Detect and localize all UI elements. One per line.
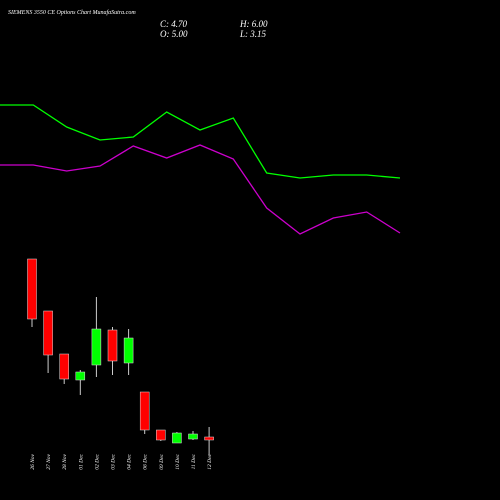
x-tick-label: 06 Dec [143,453,149,469]
indicator-line [0,144,401,235]
x-tick-label: 12 Dec [207,453,213,469]
candle-body [123,337,134,364]
chart-title: SIEMENS 3550 CE Options Chart MunafaSutr… [8,9,136,16]
close-label: C: 4.70 [160,19,188,29]
x-tick-label: 27 Nov [46,453,52,469]
candle-body [172,432,182,444]
indicator-line [0,104,401,179]
x-tick-label: 10 Dec [175,453,181,469]
candle-body [27,258,37,320]
x-tick-label: 03 Dec [111,453,117,469]
candle-body [91,328,102,366]
x-tick-label: 28 Nov [62,453,68,469]
candle-body [204,436,214,441]
candle-body [43,310,53,356]
candle-body [107,329,118,362]
candle-body [188,433,198,440]
open-label: O: 5.00 [160,29,188,39]
x-tick-label: 02 Dec [94,453,100,469]
x-tick-label: 26 Nov [30,453,36,469]
x-tick-label: 09 Dec [159,453,165,469]
x-tick-label: 01 Dec [78,453,84,469]
candle-body [139,391,150,431]
candle-body [156,429,166,441]
x-tick-label: 11 Dec [191,453,197,469]
candle-body [75,371,86,381]
x-tick-label: 04 Dec [126,453,133,469]
high-label: H: 6.00 [239,19,268,29]
candle-body [59,353,69,380]
low-label: L: 3.15 [239,29,267,39]
